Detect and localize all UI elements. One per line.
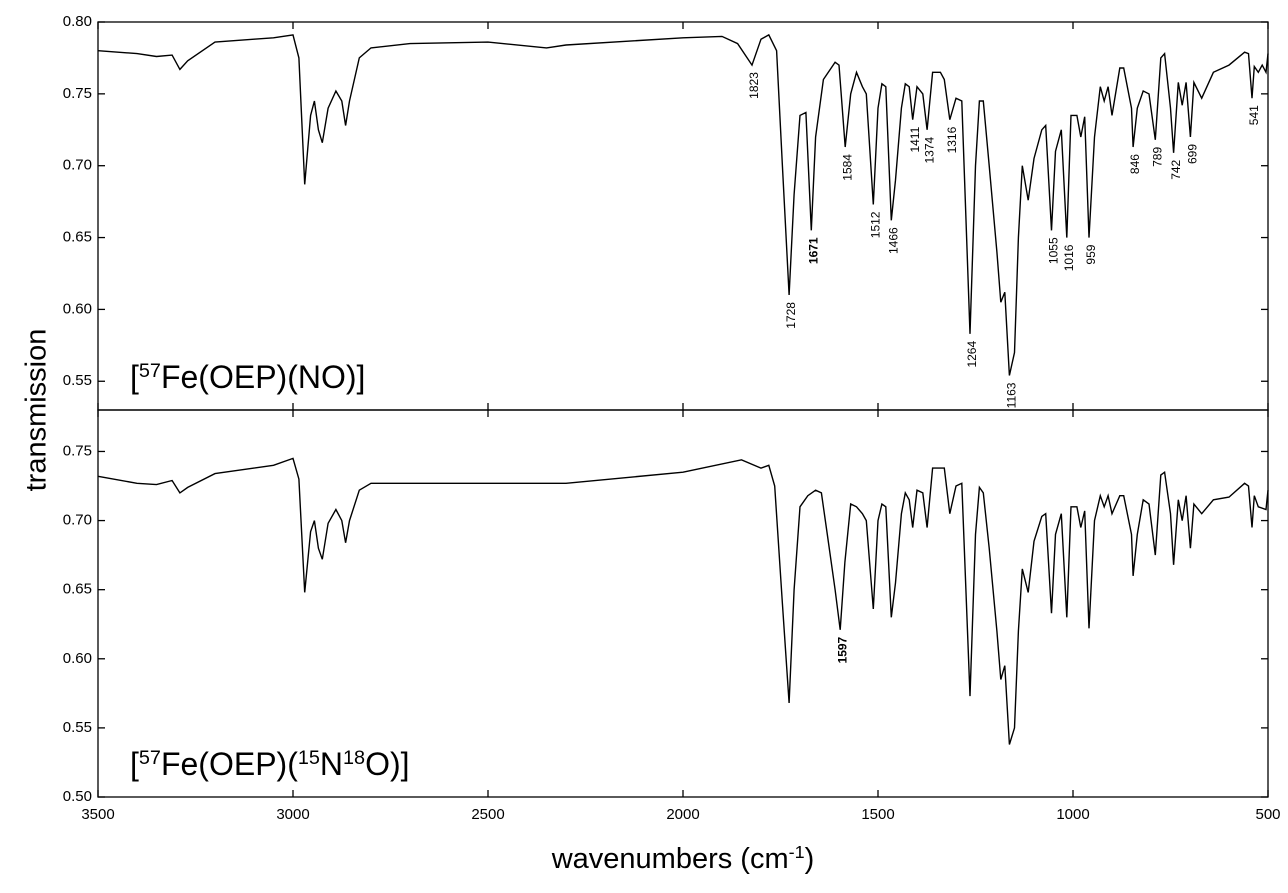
spectrum-line [97, 457, 1269, 745]
x-tick-label: 500 [1255, 806, 1280, 823]
y-tick-label: 0.70 [63, 157, 92, 174]
panel-label-part: Fe(OEP)( [161, 746, 298, 782]
y-tick-label: 0.50 [63, 788, 92, 805]
peak-label: 959 [1084, 244, 1098, 264]
y-tick-label: 0.70 [63, 512, 92, 529]
x-axis-label-part: wavenumbers (cm [551, 843, 789, 875]
spectrum-line [97, 33, 1269, 376]
peak-label: 1374 [922, 136, 936, 163]
peak-label: 1512 [868, 211, 882, 238]
y-tick-label: 0.55 [63, 719, 92, 736]
peak-label: 1016 [1062, 244, 1076, 271]
y-tick-label: 0.55 [63, 372, 92, 389]
x-tick-label: 2000 [666, 806, 699, 823]
x-tick-label: 3000 [276, 806, 309, 823]
x-axis-label: wavenumbers (cm-1) [551, 842, 815, 875]
panel-label-part: Fe(OEP)(NO)] [161, 359, 365, 395]
peak-label: 1671 [806, 237, 820, 264]
peak-label: 789 [1150, 147, 1164, 167]
y-tick-label: 0.65 [63, 229, 92, 246]
peak-label: 541 [1247, 105, 1261, 125]
x-tick-label: 1000 [1056, 806, 1089, 823]
y-tick-label: 0.60 [63, 650, 92, 667]
peak-label: 1823 [747, 72, 761, 99]
panel-label: [57Fe(OEP)(15N18O)] [130, 746, 410, 782]
x-axis-label-part: -1 [789, 842, 805, 862]
peak-label: 846 [1128, 154, 1142, 174]
panel-label-part: [ [130, 746, 139, 782]
panel-label-part: 57 [139, 360, 161, 382]
panel-label-part: [ [130, 359, 139, 395]
panel-label: [57Fe(OEP)(NO)] [130, 359, 365, 395]
plot-frame [97, 409, 1269, 798]
y-tick-label: 0.80 [63, 13, 92, 30]
y-tick-label: 0.75 [63, 442, 92, 459]
peak-label: 1316 [945, 126, 959, 153]
peak-label: 1411 [908, 126, 922, 152]
peak-label: 1264 [965, 341, 979, 368]
y-tick-label: 0.60 [63, 300, 92, 317]
peak-label: 1055 [1047, 237, 1061, 264]
y-tick-label: 0.75 [63, 85, 92, 102]
peak-label: 699 [1186, 144, 1200, 164]
peak-label: 1584 [840, 154, 854, 181]
y-axis-label: transmission [21, 329, 53, 492]
peak-label: 1597 [835, 636, 849, 663]
x-axis-label-part: ) [805, 843, 815, 875]
peak-label: 1728 [784, 302, 798, 329]
panel-label-part: 18 [343, 747, 365, 769]
x-tick-label: 1500 [861, 806, 894, 823]
y-tick-label: 0.65 [63, 581, 92, 598]
peak-label: 1163 [1005, 382, 1019, 408]
peak-label: 742 [1169, 159, 1183, 179]
panel-label-part: O)] [365, 746, 409, 782]
peak-label: 1466 [886, 227, 900, 254]
x-tick-label: 3500 [81, 806, 114, 823]
x-tick-label: 2500 [471, 806, 504, 823]
panel-label-part: N [320, 746, 343, 782]
plot-frame [97, 21, 1269, 411]
panel-label-part: 57 [139, 747, 161, 769]
panel-label-part: 15 [298, 747, 320, 769]
